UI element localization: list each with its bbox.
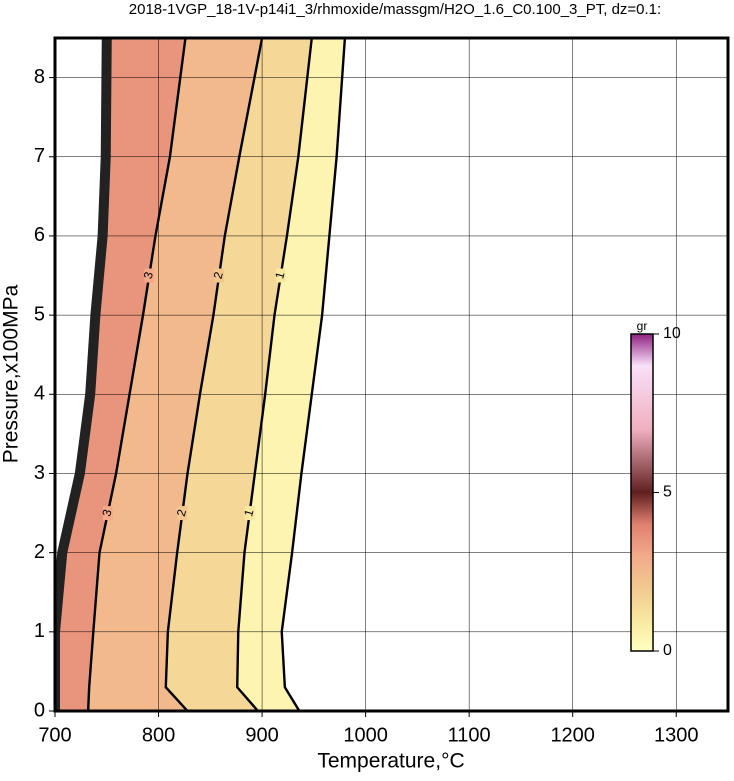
x-tick-label: 800 xyxy=(142,724,175,746)
y-tick-label: 8 xyxy=(34,66,45,88)
y-tick-label: 1 xyxy=(34,620,45,642)
x-tick-label: 700 xyxy=(38,724,71,746)
contour-line xyxy=(55,38,112,711)
contour-label: 3 xyxy=(99,508,114,518)
contour-fill xyxy=(88,38,263,711)
contour-line xyxy=(280,38,347,711)
contour-label: 2 xyxy=(211,270,226,280)
x-tick-label: 1200 xyxy=(550,724,595,746)
contour-label-bg xyxy=(275,268,286,283)
contour-label: 1 xyxy=(241,508,256,518)
colorbar-tick-label: 10 xyxy=(663,325,681,342)
contour-label-bg xyxy=(102,506,113,521)
colorbar-tick-label: 5 xyxy=(663,484,672,501)
plot-area: 3 3 2 2 1 1 xyxy=(55,38,728,711)
y-tick-label: 4 xyxy=(34,383,45,405)
y-tick-label: 3 xyxy=(34,462,45,484)
y-tick-label: 5 xyxy=(34,303,45,325)
x-axis-label: Temperature,°C xyxy=(317,750,464,773)
contour-label: 2 xyxy=(174,508,189,518)
x-tick-label: 1000 xyxy=(343,724,388,746)
contour-line xyxy=(86,38,187,711)
contour-line xyxy=(164,38,264,711)
dark-edge xyxy=(55,38,107,711)
contour-fill xyxy=(237,38,345,711)
colorbar-tick-label: 0 xyxy=(663,642,672,659)
y-tick-label: 6 xyxy=(34,224,45,246)
contour-label-bg xyxy=(244,506,255,521)
y-tick-label: 7 xyxy=(34,145,45,167)
x-tick-label: 1300 xyxy=(654,724,699,746)
colorbar-label: gr xyxy=(637,319,648,333)
contour-label-bg xyxy=(177,506,188,521)
contour-label-bg xyxy=(144,268,155,283)
chart-title: 2018-1VGP_18-1V-p14i1_3/rhmoxide/massgm/… xyxy=(129,1,661,18)
x-tick-label: 1100 xyxy=(448,724,491,746)
contour-fill xyxy=(55,38,186,711)
frame xyxy=(53,36,730,713)
contour-label-bg xyxy=(214,268,225,283)
contour-label: 1 xyxy=(272,270,287,280)
y-tick-label: 2 xyxy=(34,541,45,563)
y-axis-label: Pressure,x100MPa xyxy=(0,284,23,463)
contour-line xyxy=(236,38,313,711)
y-tick-label: 0 xyxy=(34,699,45,721)
contour-label: 3 xyxy=(141,270,156,280)
colorbar xyxy=(630,333,654,652)
x-tick-label: 900 xyxy=(245,724,278,746)
contour-fill xyxy=(165,38,312,711)
